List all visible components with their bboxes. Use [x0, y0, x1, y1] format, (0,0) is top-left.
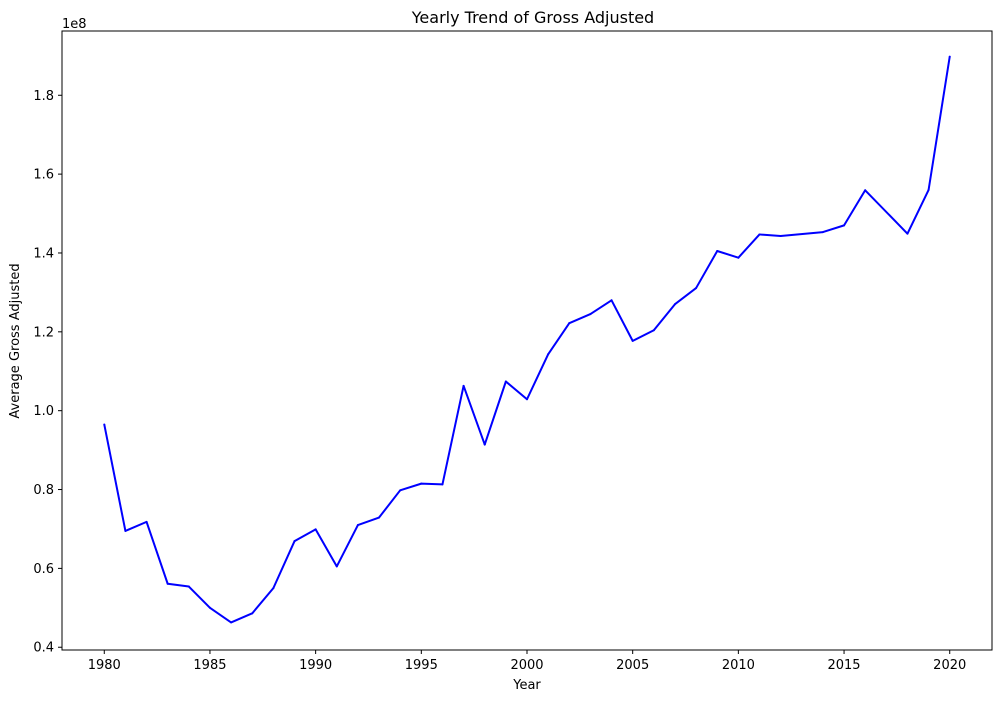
x-tick-label: 1985 [193, 658, 226, 673]
data-point [504, 380, 507, 383]
y-tick-label: 1.6 [33, 168, 54, 183]
data-point [716, 250, 719, 252]
series-layer [103, 55, 951, 624]
x-axis-title: Year [512, 678, 541, 693]
y-tick-label: 0.6 [33, 562, 54, 577]
data-point [610, 299, 613, 302]
data-point [230, 621, 233, 624]
data-point [927, 188, 930, 191]
data-point [779, 235, 782, 238]
x-tick-label: 2020 [933, 658, 966, 673]
data-point [526, 398, 528, 401]
data-point [103, 423, 106, 426]
chart-title: Yearly Trend of Gross Adjusted [411, 8, 654, 27]
x-tick-label: 1995 [405, 658, 438, 673]
data-point [251, 612, 254, 615]
x-tick-label: 2015 [827, 658, 860, 673]
data-point [399, 489, 402, 492]
data-point [673, 303, 676, 306]
y-tick-label: 1.2 [33, 325, 54, 340]
data-point [314, 528, 317, 531]
y-axis-ticks: 0.4 0.6 0.8 1.0 1.2 1.4 1.6 1.8 [33, 89, 62, 656]
x-tick-label: 2005 [616, 658, 649, 673]
data-point [378, 516, 381, 519]
data-point [293, 540, 296, 543]
y-tick-label: 1.0 [33, 404, 54, 419]
data-point [462, 384, 465, 387]
data-point [208, 606, 211, 609]
data-point [589, 313, 592, 316]
data-point [187, 585, 190, 588]
data-point [631, 339, 634, 342]
y-tick-label: 1.8 [33, 89, 54, 104]
y-tick-label: 0.4 [33, 641, 54, 656]
y-tick-label: 0.8 [33, 483, 54, 498]
data-point [547, 353, 550, 356]
data-point [906, 232, 909, 235]
data-point [568, 322, 571, 325]
data-point [272, 587, 275, 590]
x-tick-label: 2000 [510, 658, 543, 673]
y-axis-title: Average Gross Adjusted [8, 263, 23, 418]
data-point [695, 287, 698, 290]
data-point [483, 443, 486, 446]
y-tick-label: 1.4 [33, 246, 54, 261]
x-tick-label: 1990 [299, 658, 332, 673]
data-point [356, 524, 359, 527]
data-point [124, 529, 127, 532]
data-point [821, 231, 824, 234]
data-point [420, 482, 423, 485]
x-tick-label: 2010 [722, 658, 755, 673]
y-axis-offset-label: 1e8 [62, 17, 87, 32]
data-point [652, 329, 655, 332]
plot-frame [61, 30, 993, 651]
data-point [166, 582, 169, 585]
data-point [948, 55, 951, 58]
data-point [335, 565, 338, 568]
data-point [441, 483, 444, 486]
data-point [758, 233, 761, 236]
data-point [864, 189, 867, 192]
data-point [843, 224, 846, 227]
data-point [145, 520, 148, 523]
x-tick-label: 1980 [88, 658, 121, 673]
x-axis-ticks: 1980 1985 1990 1995 2000 2005 2010 2015 2020 [88, 650, 966, 673]
data-point [737, 256, 740, 259]
